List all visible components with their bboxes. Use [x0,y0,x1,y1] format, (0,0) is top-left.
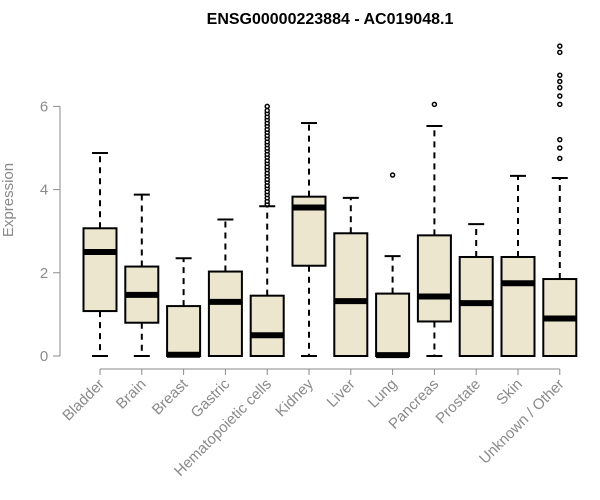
iqr-box [416,234,452,323]
outlier-point [557,101,563,108]
y-tick-label: 6 [40,98,48,115]
box-group [291,122,327,357]
x-tick-label: Kidney [272,375,317,420]
iqr-box [166,305,202,357]
box-group [207,218,243,357]
chart-title: ENSG00000223884 - AC019048.1 [207,11,454,28]
outlier-point [264,103,270,110]
outlier-point [557,155,563,162]
boxes-layer [82,43,578,359]
x-tick-label: Breast [149,375,192,418]
y-tick-label: 0 [40,348,48,365]
x-tick-label: Prostate [432,376,484,428]
iqr-box [500,255,536,358]
box-group [542,43,578,358]
outlier-point [264,107,270,114]
outlier-point [557,84,563,91]
iqr-box [82,227,118,313]
box-group [82,151,118,357]
outlier-point [431,101,438,108]
outlier-point [557,136,563,143]
outlier-point [557,93,563,99]
outlier-point [557,49,563,56]
box-group [124,193,160,357]
x-tick-label: Lung [365,376,401,412]
box-group [249,103,285,357]
y-axis-label: Expression [0,163,17,237]
iqr-box [249,294,285,357]
box-group [333,196,369,357]
outlier-point [557,78,563,85]
box-group [458,223,494,358]
box-group [375,172,411,359]
iqr-box [375,292,411,358]
y-tick-label: 4 [40,182,48,199]
box-group [500,174,536,358]
outlier-point [557,72,563,78]
iqr-box [207,270,243,357]
iqr-box [458,255,494,358]
outlier-point [389,172,396,178]
box-group [166,257,202,358]
x-tick-label: Liver [324,376,359,411]
box-group [416,101,452,357]
outlier-point [557,145,563,151]
x-tick-label: Skin [493,376,526,409]
y-tick-label: 2 [40,265,48,282]
iqr-box [333,232,369,357]
outlier-point [557,43,563,49]
y-axis: 0 2 4 6 [40,98,61,365]
x-tick-label: Bladder [59,376,108,425]
x-tick-label: Brain [113,376,150,413]
